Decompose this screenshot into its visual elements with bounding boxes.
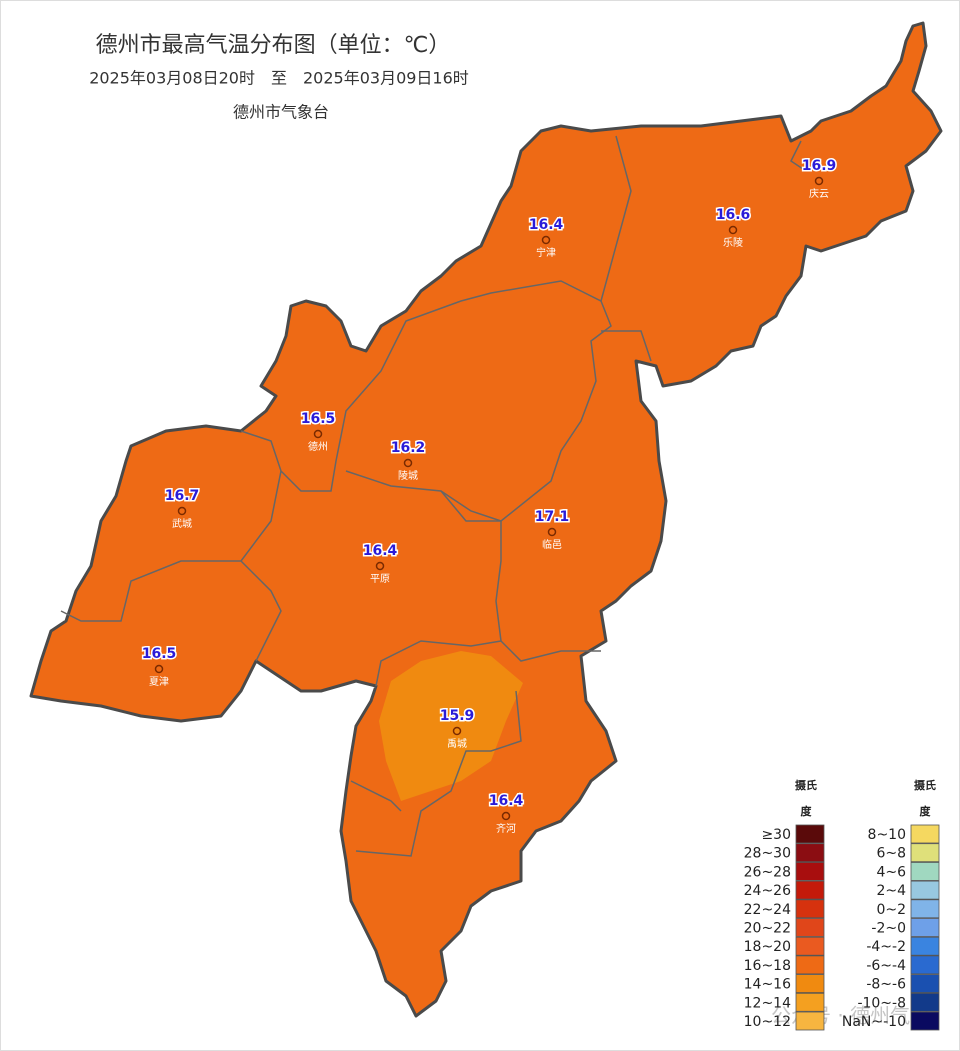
station-dot: [452, 726, 462, 736]
legend-label: -10~-8: [857, 995, 906, 1011]
border: [375, 521, 502, 687]
station-dot: [313, 429, 323, 439]
station-name: 庆云: [809, 187, 829, 200]
legend-swatch: [910, 992, 940, 1012]
border: [350, 780, 402, 812]
border: [355, 690, 522, 857]
legend-swatch: [910, 824, 940, 844]
legend-swatch: [795, 1011, 825, 1031]
station-name: 齐河: [496, 822, 516, 835]
legend-swatch: [910, 843, 940, 863]
legend-unit: 摄氏度: [914, 779, 936, 818]
legend-swatch: [910, 936, 940, 956]
station-dot: [547, 527, 557, 537]
legend-swatch: [795, 899, 825, 919]
legend-label: 26~28: [744, 864, 791, 880]
legend-unit: 摄氏度: [795, 779, 817, 818]
legend-label: 6~8: [876, 846, 906, 862]
station-name: 夏津: [149, 676, 169, 688]
station-name: 陵城: [398, 470, 418, 482]
station-value: 16.2: [391, 440, 426, 456]
legend-label: 22~24: [744, 902, 791, 918]
station-value: 15.9: [440, 708, 475, 724]
station-value: 16.4: [529, 217, 564, 233]
border: [601, 330, 652, 362]
legend-swatch: [910, 862, 940, 881]
station-name: 武城: [172, 517, 192, 530]
legend-label: NaN~-10: [842, 1014, 906, 1030]
legend-label: ≥30: [761, 827, 791, 843]
legend-swatch: [910, 899, 940, 919]
border: [240, 560, 282, 662]
legend-label: 28~30: [744, 846, 791, 862]
station-dot: [814, 176, 824, 186]
station-dot: [403, 458, 413, 468]
map-subtitle: 2025年03月08日20时 至 2025年03月09日16时: [89, 69, 469, 88]
map-title: 德州市最高气温分布图（单位：℃）: [96, 33, 451, 58]
legend-label: -2~0: [871, 921, 906, 937]
legend-swatch: [795, 955, 825, 975]
county-borders: [60, 135, 807, 857]
legend-label: -6~-4: [866, 958, 906, 974]
border: [500, 640, 601, 662]
legend-label: -8~-6: [866, 977, 906, 993]
legend-swatch: [910, 918, 940, 937]
border: [440, 490, 501, 522]
legend-label: 12~14: [744, 995, 791, 1011]
legend-swatch: [795, 992, 825, 1012]
legend-label: 24~26: [744, 883, 791, 899]
legend-swatch: [795, 936, 825, 956]
legend-swatch: [795, 862, 825, 881]
legend-swatch: [910, 1011, 940, 1031]
station-dot: [501, 811, 511, 821]
issuer: 德州市气象台: [233, 103, 329, 122]
station-dot: [375, 561, 385, 571]
border: [345, 300, 612, 522]
station-value: 16.9: [802, 158, 837, 174]
station-dot: [728, 225, 738, 235]
legend-swatch: [910, 955, 940, 975]
station-value: 16.4: [489, 793, 524, 809]
legend-label: 0~2: [876, 902, 906, 918]
station-dot: [177, 506, 187, 516]
legend-swatch: [795, 974, 825, 993]
legend-label: 4~6: [876, 864, 906, 880]
station-name: 德州: [308, 440, 328, 453]
legend-label: 8~10: [868, 827, 906, 843]
legend-swatch: [795, 880, 825, 900]
legend-label: 10~12: [744, 1014, 791, 1030]
legend-swatch: [795, 843, 825, 863]
station-value: 16.5: [142, 646, 177, 662]
border: [60, 470, 282, 622]
station-name: 禹城: [447, 737, 467, 750]
legend-label: -4~-2: [866, 939, 906, 955]
cooler-area: [379, 651, 523, 801]
legend-label: 16~18: [744, 958, 791, 974]
station-value: 16.7: [165, 488, 200, 504]
station-dot: [541, 235, 551, 245]
legend-swatch: [795, 918, 825, 937]
station-name: 宁津: [536, 246, 556, 259]
legend-swatch: [795, 824, 825, 844]
legend-label: 2~4: [876, 883, 906, 899]
legend-swatch: [910, 880, 940, 900]
station-name: 乐陵: [723, 237, 743, 249]
border: [790, 140, 807, 172]
station-name: 临邑: [542, 538, 562, 551]
station-name: 平原: [370, 573, 390, 585]
border: [240, 135, 632, 492]
legend-label: 18~20: [744, 939, 791, 955]
station-value: 16.5: [301, 411, 336, 427]
legend-label: 20~22: [744, 921, 791, 937]
station-value: 16.4: [363, 543, 398, 559]
region-outline: [29, 21, 943, 1018]
station-value: 16.6: [716, 207, 751, 223]
legend-swatch: [910, 974, 940, 993]
station-value: 17.1: [535, 509, 570, 525]
legend-label: 14~16: [744, 977, 791, 993]
station-dot: [154, 664, 164, 674]
